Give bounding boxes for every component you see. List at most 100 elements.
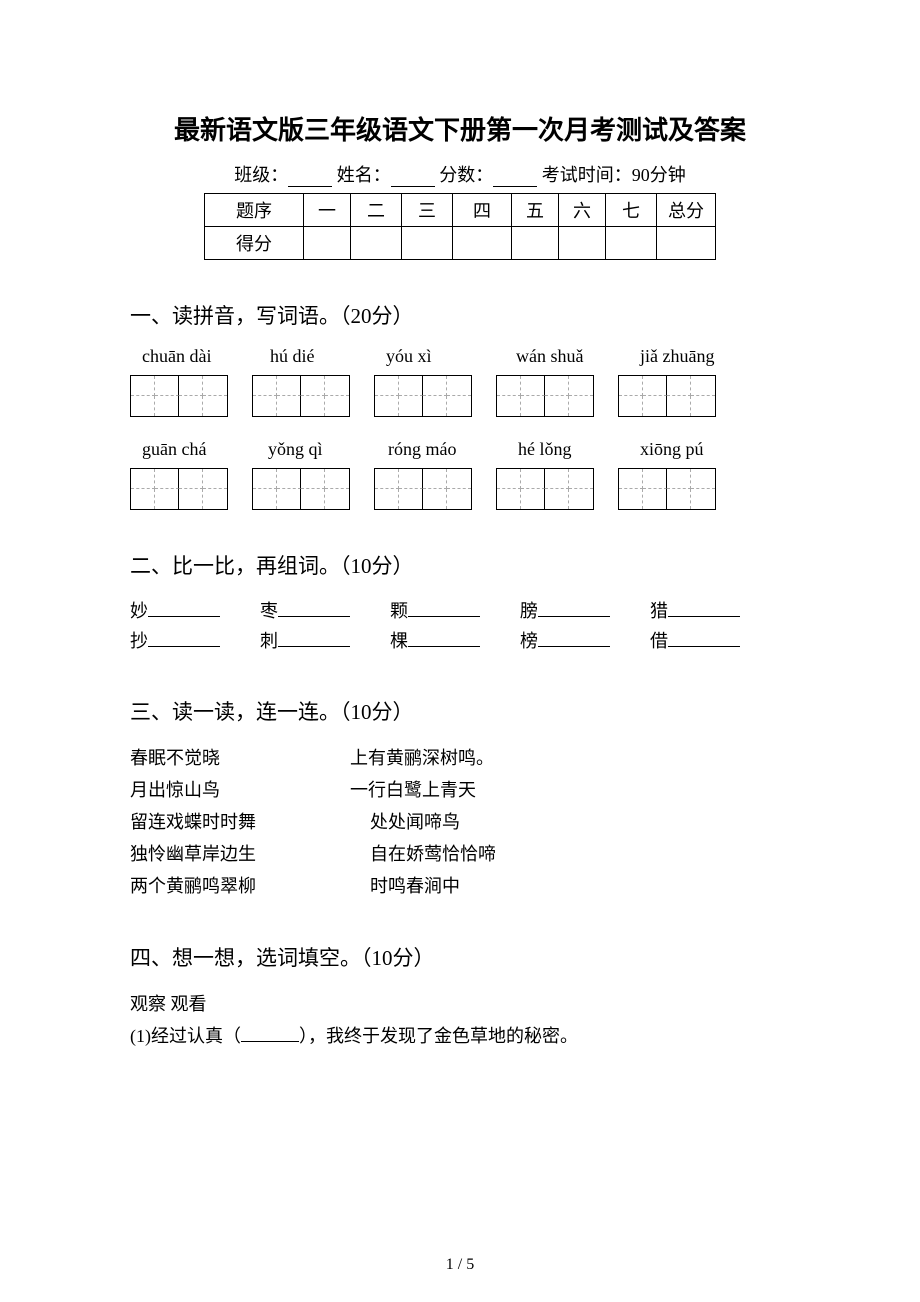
td-blank[interactable]: [304, 227, 351, 260]
match-row: 两个黄鹂鸣翠柳时鸣春涧中: [130, 870, 790, 902]
td-blank[interactable]: [402, 227, 453, 260]
prompt-char: 借: [650, 626, 668, 656]
fill-blank[interactable]: [278, 630, 350, 647]
word-blank-pair: 棵: [390, 626, 520, 656]
match-left: 春眠不觉晓: [130, 742, 350, 774]
word-blank-pair: 榜: [520, 626, 650, 656]
td-blank[interactable]: [559, 227, 606, 260]
match-right: 一行白鹭上青天: [350, 774, 476, 806]
pinyin: hé lǒng: [518, 439, 614, 460]
section-heading: 三、读一读，连一连。（10分）: [130, 696, 790, 726]
tianzi-box[interactable]: [374, 375, 472, 417]
tianzi-box[interactable]: [252, 375, 350, 417]
tianzi-box[interactable]: [130, 375, 228, 417]
section-4: 四、想一想，选词填空。（10分） 观察 观看 (1)经过认真（），我终于发现了金…: [130, 942, 790, 1052]
section-2: 二、比一比，再组词。（10分） 妙枣颗 膀猎 抄刺 棵 榜 借: [130, 550, 790, 656]
word-blank-pair: 颗: [390, 596, 520, 626]
td-blank[interactable]: [606, 227, 657, 260]
pinyin: hú dié: [270, 346, 360, 367]
section-heading: 二、比一比，再组词。（10分）: [130, 550, 790, 580]
fill-blank[interactable]: [538, 600, 610, 617]
pinyin: yǒng qì: [268, 439, 362, 460]
name-label: 姓名：: [337, 165, 391, 185]
name-blank[interactable]: [391, 168, 435, 187]
section-heading: 一、读拼音，写词语。（20分）: [130, 300, 790, 330]
th-col: 二: [351, 194, 402, 227]
word-blank-pair: 刺: [260, 626, 390, 656]
th-col: 总分: [657, 194, 716, 227]
page-title: 最新语文版三年级语文下册第一次月考测试及答案: [130, 110, 790, 147]
th-col: 七: [606, 194, 657, 227]
match-right: 时鸣春涧中: [350, 870, 460, 902]
pinyin: róng máo: [388, 439, 492, 460]
match-row: 独怜幽草岸边生自在娇莺恰恰啼: [130, 838, 790, 870]
fill-blank[interactable]: [148, 630, 220, 647]
tianzi-box[interactable]: [618, 375, 716, 417]
prompt-char: 棵: [390, 626, 408, 656]
td-blank[interactable]: [657, 227, 716, 260]
fill-blank[interactable]: [538, 630, 610, 647]
th-col: 六: [559, 194, 606, 227]
tianzi-box[interactable]: [496, 375, 594, 417]
class-blank[interactable]: [288, 168, 332, 187]
fill-blank[interactable]: [148, 600, 220, 617]
tianzi-box[interactable]: [374, 468, 472, 510]
pinyin: chuān dài: [142, 346, 244, 367]
page-number: 1 / 5: [0, 1256, 920, 1274]
prompt-char: 榜: [520, 626, 538, 656]
tianzi-box[interactable]: [130, 468, 228, 510]
pinyin-row: chuān dài hú dié yóu xì wán shuǎ jiǎ zhu…: [142, 346, 790, 367]
td-blank[interactable]: [351, 227, 402, 260]
fill-blank[interactable]: [668, 630, 740, 647]
fill-blank[interactable]: [408, 600, 480, 617]
word-blank-pair: 猎: [650, 596, 780, 626]
question-line: (1)经过认真（），我终于发现了金色草地的秘密。: [130, 1020, 790, 1052]
th-label: 题序: [205, 194, 304, 227]
tianzi-row: [130, 468, 790, 510]
score-table: 题序 一 二 三 四 五 六 七 总分 得分: [204, 193, 716, 260]
prompt-char: 猎: [650, 596, 668, 626]
prompt-char: 颗: [390, 596, 408, 626]
th-col: 五: [512, 194, 559, 227]
pinyin: yóu xì: [386, 346, 490, 367]
td-blank[interactable]: [453, 227, 512, 260]
score-blank[interactable]: [493, 168, 537, 187]
match-right: 处处闻啼鸟: [350, 806, 460, 838]
pinyin: xiōng pú: [640, 439, 704, 460]
match-row: 月出惊山鸟一行白鹭上青天: [130, 774, 790, 806]
word-row: 妙枣颗 膀猎: [130, 596, 790, 626]
score-label: 分数：: [439, 165, 493, 185]
tianzi-box[interactable]: [252, 468, 350, 510]
word-blank-pair: 膀: [520, 596, 650, 626]
word-blank-pair: 妙: [130, 596, 260, 626]
th-col: 三: [402, 194, 453, 227]
match-right: 上有黄鹂深树鸣。: [350, 742, 494, 774]
section-1: 一、读拼音，写词语。（20分） chuān dài hú dié yóu xì …: [130, 300, 790, 510]
pinyin: guān chá: [142, 439, 242, 460]
match-left: 留连戏蝶时时舞: [130, 806, 350, 838]
th-col: 四: [453, 194, 512, 227]
exam-page: 最新语文版三年级语文下册第一次月考测试及答案 班级： 姓名： 分数： 考试时间：…: [0, 0, 920, 1302]
td-label: 得分: [205, 227, 304, 260]
q1-head: (1)经过认真（: [130, 1026, 241, 1046]
td-blank[interactable]: [512, 227, 559, 260]
word-blank-pair: 枣: [260, 596, 390, 626]
word-row: 抄刺 棵 榜 借: [130, 626, 790, 656]
prompt-char: 刺: [260, 626, 278, 656]
match-row: 春眠不觉晓上有黄鹂深树鸣。: [130, 742, 790, 774]
fill-blank[interactable]: [241, 1025, 299, 1042]
info-line: 班级： 姓名： 分数： 考试时间：90分钟: [130, 161, 790, 187]
time-label: 考试时间：90分钟: [542, 165, 686, 185]
section-3: 三、读一读，连一连。（10分） 春眠不觉晓上有黄鹂深树鸣。月出惊山鸟一行白鹭上青…: [130, 696, 790, 902]
word-blank-pair: 抄: [130, 626, 260, 656]
word-blank-pair: 借: [650, 626, 780, 656]
fill-blank[interactable]: [408, 630, 480, 647]
fill-blank[interactable]: [668, 600, 740, 617]
match-left: 月出惊山鸟: [130, 774, 350, 806]
match-row: 留连戏蝶时时舞处处闻啼鸟: [130, 806, 790, 838]
tianzi-box[interactable]: [618, 468, 716, 510]
fill-blank[interactable]: [278, 600, 350, 617]
tianzi-box[interactable]: [496, 468, 594, 510]
class-label: 班级：: [234, 165, 288, 185]
match-right: 自在娇莺恰恰啼: [350, 838, 496, 870]
